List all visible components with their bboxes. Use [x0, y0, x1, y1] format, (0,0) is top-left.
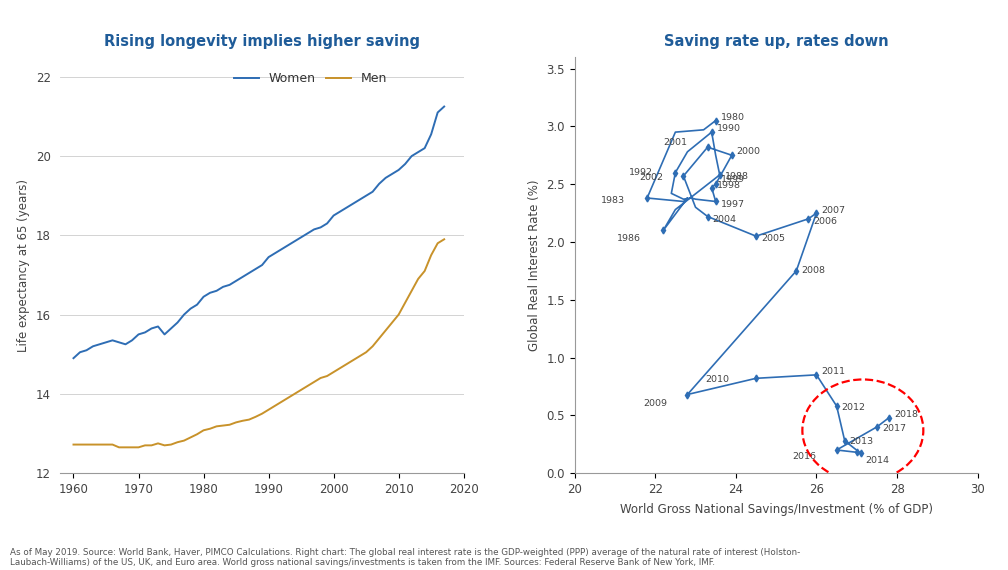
Text: 1986: 1986 — [617, 234, 641, 243]
Men — [165, 441, 177, 448]
Text: 2006: 2006 — [813, 217, 838, 226]
Text: 2005: 2005 — [761, 234, 785, 243]
Y-axis label: Global Real Interest Rate (%): Global Real Interest Rate (%) — [527, 180, 540, 351]
Text: 2012: 2012 — [842, 403, 866, 412]
Text: 1980: 1980 — [721, 113, 745, 121]
Y-axis label: Life expectancy at 65 (years): Life expectancy at 65 (years) — [17, 178, 30, 352]
Text: 2010: 2010 — [706, 375, 730, 384]
Women — [425, 131, 437, 138]
Text: 2013: 2013 — [850, 437, 874, 446]
Text: 1998: 1998 — [717, 181, 741, 190]
Text: 2017: 2017 — [882, 424, 906, 433]
Text: 2002: 2002 — [639, 173, 663, 182]
Women — [438, 103, 451, 110]
Men — [425, 252, 437, 259]
Line: Women: Women — [74, 107, 445, 358]
Text: 2016: 2016 — [792, 453, 816, 462]
Title: Saving rate up, rates down: Saving rate up, rates down — [664, 34, 888, 49]
Men — [113, 444, 125, 451]
X-axis label: World Gross National Savings/Investment (% of GDP): World Gross National Savings/Investment … — [620, 503, 932, 516]
Men — [347, 357, 359, 364]
Men — [386, 319, 398, 326]
Text: 1988: 1988 — [725, 172, 749, 181]
Text: As of May 2019. Source: World Bank, Haver, PIMCO Calculations. Right chart: The : As of May 2019. Source: World Bank, Have… — [10, 548, 800, 567]
Text: 2008: 2008 — [801, 266, 826, 275]
Text: 2018: 2018 — [894, 410, 918, 418]
Text: 1999: 1999 — [721, 175, 745, 184]
Text: 2014: 2014 — [866, 456, 890, 465]
Text: 2004: 2004 — [713, 215, 737, 225]
Women — [158, 331, 170, 338]
Text: 1983: 1983 — [601, 196, 625, 205]
Legend: Women, Men: Women, Men — [229, 67, 392, 91]
Women — [341, 204, 353, 211]
Title: Rising longevity implies higher saving: Rising longevity implies higher saving — [104, 34, 420, 49]
Text: 1997: 1997 — [721, 201, 745, 209]
Text: 2011: 2011 — [822, 367, 846, 376]
Men — [438, 236, 451, 243]
Text: 2007: 2007 — [822, 206, 846, 215]
Text: 2001: 2001 — [663, 138, 687, 147]
Men — [322, 373, 334, 380]
Text: 1992: 1992 — [629, 168, 653, 177]
Text: 2009: 2009 — [643, 399, 667, 408]
Men — [158, 442, 170, 449]
Women — [152, 323, 164, 330]
Men — [68, 441, 80, 448]
Women — [314, 224, 327, 231]
Text: 2000: 2000 — [737, 147, 761, 156]
Text: 1990: 1990 — [717, 124, 741, 133]
Women — [380, 174, 392, 181]
Line: Men: Men — [74, 239, 445, 447]
Women — [68, 355, 80, 361]
